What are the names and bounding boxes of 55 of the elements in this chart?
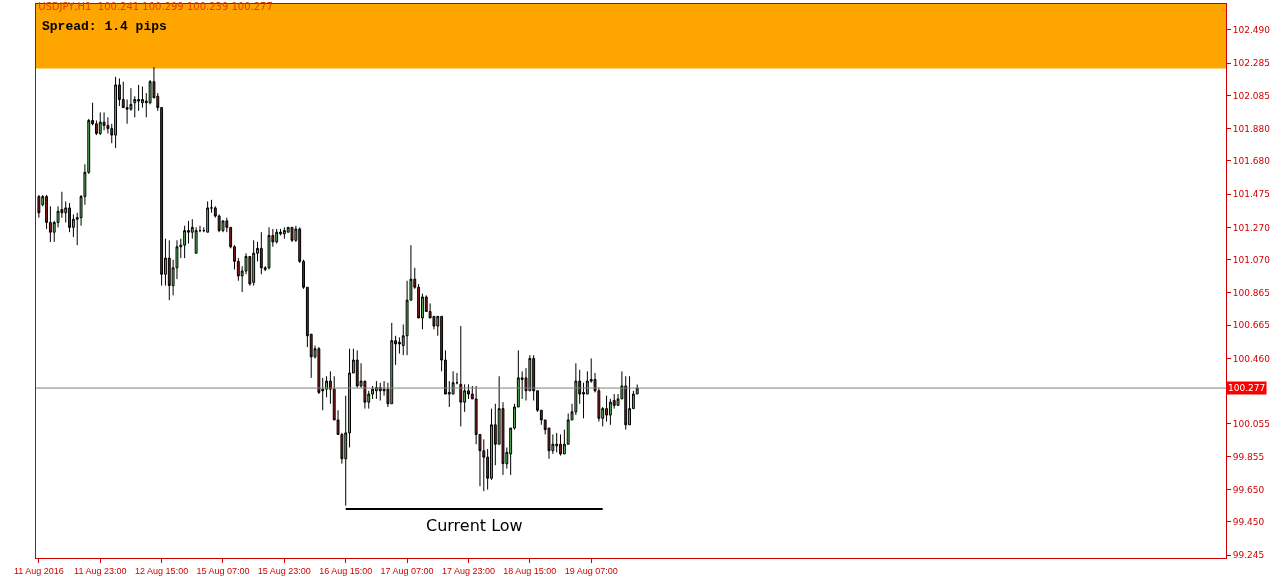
y-tick-label: 99.450 [1232, 517, 1265, 528]
x-tick-label: 16 Aug 15:00 [319, 565, 373, 576]
x-tick-label: 11 Aug 2016 [13, 565, 64, 576]
candlestick [98, 111, 102, 136]
candlestick [608, 398, 612, 426]
candlestick [210, 199, 213, 214]
y-tick-label: 100.665 [1232, 320, 1271, 331]
candlestick [628, 375, 631, 426]
y-tick-label: 100.865 [1232, 288, 1271, 299]
candlestick [114, 76, 118, 149]
x-tick-label: 18 Aug 15:00 [503, 565, 557, 576]
y-tick-label: 101.880 [1232, 123, 1271, 134]
candlestick [252, 239, 256, 287]
candlestick [167, 239, 171, 301]
candlestick [355, 349, 359, 389]
y-tick-label: 100.460 [1232, 353, 1271, 364]
x-tick-label: 15 Aug 23:00 [257, 565, 311, 576]
x-tick-label: 11 Aug 23:00 [74, 565, 127, 576]
y-tick-label: 99.245 [1232, 550, 1265, 561]
x-tick-label: 15 Aug 07:00 [196, 565, 250, 576]
ref-line-label: 100.277 [1228, 383, 1266, 393]
x-tick-label: 12 Aug 15:00 [135, 565, 189, 576]
candlestick [390, 322, 394, 405]
x-tick-label: 19 Aug 07:00 [564, 565, 618, 576]
candlestick [206, 200, 210, 233]
x-tick-label: 17 Aug 23:00 [441, 565, 495, 576]
candlestick [555, 432, 559, 453]
chart-title: USDJPY,H1 100.241 100.299 100.239 100.277 [38, 0, 273, 12]
y-tick-label: 102.085 [1232, 90, 1271, 101]
x-tick-label: 17 Aug 07:00 [380, 565, 434, 576]
candlestick [282, 226, 286, 240]
candlestick [102, 111, 106, 131]
candlestick [259, 231, 263, 275]
y-tick-label: 99.650 [1232, 484, 1265, 495]
candlestick [559, 434, 562, 457]
ref-line-label: Current Low [426, 516, 523, 535]
candlestick [459, 325, 463, 427]
candlestick [605, 395, 608, 423]
candlestick [624, 375, 628, 431]
y-tick-label: 100.055 [1232, 419, 1271, 430]
y-tick-label: 101.475 [1232, 189, 1271, 200]
candlestick [482, 438, 486, 492]
candlestick [68, 202, 71, 233]
y-tick-label: 101.680 [1232, 156, 1271, 167]
candlestick [37, 194, 41, 219]
candlestick [275, 228, 279, 245]
band-label: Spread: 1.4 pips [42, 19, 168, 34]
y-tick-label: 102.285 [1232, 58, 1271, 69]
y-tick-label: 99.855 [1232, 451, 1265, 462]
candlestick [290, 226, 294, 243]
y-tick-label: 101.270 [1232, 222, 1271, 233]
candlestick [267, 226, 271, 270]
candlestick [183, 225, 187, 259]
y-tick-label: 101.070 [1232, 254, 1271, 265]
y-tick-label: 102.490 [1232, 25, 1271, 36]
